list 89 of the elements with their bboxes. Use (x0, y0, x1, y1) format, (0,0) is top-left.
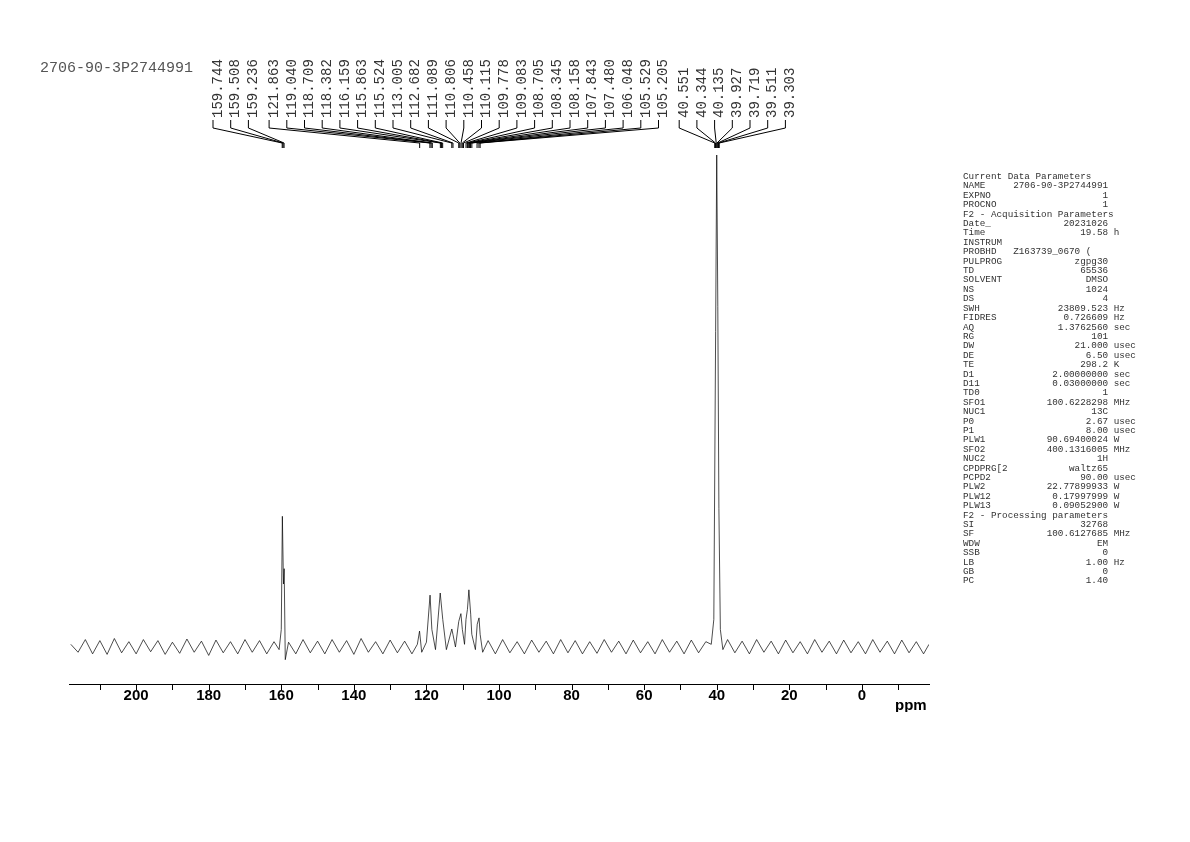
annotation: 118.382 (318, 59, 335, 118)
text: DS 4 (963, 293, 1110, 305)
annotation: 110.115 (478, 59, 495, 118)
text: LB 1.00 Hz (963, 556, 1126, 568)
annotation: 107.480 (602, 59, 619, 118)
annotation: 40.344 (693, 67, 710, 118)
text: WDW EM (963, 537, 1110, 549)
text: PLW1 90.69400024 W (963, 434, 1121, 446)
x-tick-label: 100 (486, 686, 512, 704)
text: Current Data Parameters (963, 171, 1093, 182)
annotation: 108.345 (549, 59, 565, 118)
text: Time 19.58 h (963, 227, 1121, 239)
text: PC 1.40 (963, 575, 1110, 587)
annotation: 109.083 (513, 59, 530, 118)
annotation: 121.863 (265, 59, 282, 118)
annotation: 116.159 (336, 59, 353, 118)
x-tick-label: 40 (708, 686, 726, 704)
text: PLW2 22.77899933 W (963, 481, 1121, 493)
annotation: 40.135 (711, 67, 728, 118)
text: SWH 23809.523 Hz (963, 302, 1126, 314)
annotation: 110.806 (442, 59, 459, 118)
text: Date_ 20231026 (963, 218, 1110, 230)
annotation: 118.709 (301, 59, 318, 118)
annotation: 107.843 (584, 59, 601, 118)
annotation: 105.205 (655, 59, 672, 118)
annotation: 108.705 (531, 59, 548, 118)
text: DE 6.50 usec (963, 349, 1136, 361)
text: PLW13 0.09052900 W (963, 500, 1121, 512)
annotation: 39.511 (764, 67, 781, 118)
text: GB 0 (963, 566, 1110, 578)
chart-title: 2706-90-3P2744991 (40, 59, 194, 77)
text: P1 8.00 usec (963, 424, 1136, 436)
text: INSTRUM (963, 236, 1004, 248)
annotation: 159.508 (227, 59, 244, 118)
text: F2 - Processing parameters (963, 509, 1110, 521)
text: PROCNO 1 (963, 199, 1110, 211)
text: NUC2 1H (963, 453, 1110, 465)
text: SSB 0 (963, 547, 1110, 559)
x-tick-label: 140 (341, 686, 367, 704)
text: PROBHD Z163739_0670 ( (963, 246, 1093, 258)
annotation: 112.682 (407, 59, 424, 118)
text: D1 2.00000000 sec (963, 368, 1132, 380)
x-tick-label: 60 (635, 686, 653, 704)
text: SFO2 400.1316005 MHz (963, 443, 1132, 455)
text: PCPD2 90.00 usec (963, 472, 1136, 483)
text: SF 100.6127685 MHz (963, 528, 1132, 540)
x-tick-label: 160 (268, 686, 294, 704)
annotation: 111.089 (425, 59, 442, 118)
text: F2 - Acquisition Parameters (963, 208, 1115, 220)
annotation: 106.048 (619, 59, 636, 118)
text: NAME 2706-90-3P2744991 (963, 180, 1110, 192)
annotation: 115.524 (372, 59, 388, 118)
text: NUC1 13C (963, 406, 1110, 418)
text: PLW12 0.17997999 W (963, 490, 1121, 502)
text: FIDRES 0.726609 Hz (963, 312, 1126, 324)
annotation: 108.158 (566, 59, 583, 118)
annotation: 39.303 (782, 67, 799, 118)
annotation: 159.744 (209, 59, 226, 118)
annotation: 119.040 (283, 59, 300, 118)
text: TE 298.2 K (963, 359, 1121, 371)
text: CPDPRG[2 waltz65 (963, 462, 1110, 474)
annotation: 105.529 (637, 59, 654, 118)
text: NS 1024 (963, 283, 1110, 295)
x-tick-label: 80 (563, 686, 580, 704)
text: PULPROG zgpg30 (963, 255, 1110, 267)
x-tick-label: 120 (413, 686, 439, 704)
text: SOLVENT DMSO (963, 274, 1110, 286)
text: TD0 1 (963, 387, 1110, 399)
text: TD 65536 (963, 265, 1110, 277)
annotation: 110.458 (460, 59, 477, 118)
x-tick-label: 180 (196, 686, 222, 704)
annotation: 39.719 (746, 67, 763, 118)
text: DW 21.000 usec (963, 340, 1136, 352)
text: P0 2.67 usec (963, 415, 1136, 427)
x-tick-label: 20 (780, 686, 798, 704)
text: SFO1 100.6228298 MHz (963, 396, 1132, 408)
annotation: 109.778 (495, 59, 512, 118)
x-tick-label: 200 (123, 686, 149, 704)
annotation: 113.005 (389, 59, 406, 118)
text: RG 101 (963, 330, 1110, 342)
x-tick-label: 0 (857, 686, 867, 704)
annotation: 39.927 (729, 67, 745, 118)
annotation: 40.551 (675, 67, 692, 118)
text: EXPNO 1 (963, 189, 1110, 201)
text: D11 0.03000000 sec (963, 377, 1132, 389)
text: SI 32768 (963, 519, 1110, 531)
text: AQ 1.3762560 sec (963, 321, 1132, 333)
annotation: 159.236 (245, 59, 262, 118)
annotation: 115.863 (354, 59, 371, 118)
